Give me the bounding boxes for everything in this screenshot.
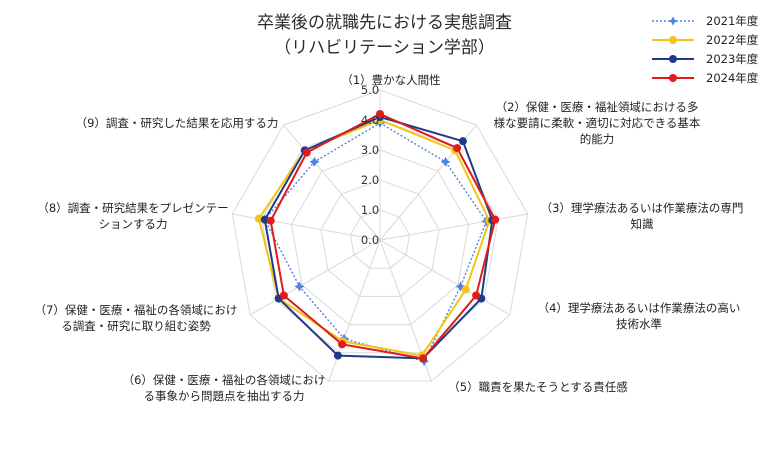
axis-label-8-line-1: （8）調査・研究結果をプレゼンテー <box>37 201 229 215</box>
axis-label-8-line-2: ションする力 <box>98 217 168 231</box>
axis-label-2: （2）保健・医療・福祉領域における多 様な要請に柔軟・適切に対応できる基本 的能力 <box>482 99 712 147</box>
legend-swatch-4 <box>652 74 694 82</box>
legend-label-2: 2022年度 <box>706 33 759 47</box>
legend: 2021年度 2022年度 2023年度 2024年度 <box>648 12 763 88</box>
axis-label-6-line-2: る事象から問題点を抽出する力 <box>143 389 305 403</box>
axis-label-6-line-1: （6）保健・医療・福祉の各領域におけ <box>122 373 326 387</box>
series-4-point-6 <box>338 340 347 349</box>
axis-spoke-8 <box>232 213 381 241</box>
axis-label-1-line-1: （1）豊かな人間性 <box>341 73 441 87</box>
series-1-point-7 <box>294 281 305 292</box>
series-line-2 <box>257 118 491 357</box>
axis-spoke-4 <box>379 239 511 316</box>
series-1-point-4 <box>455 281 466 292</box>
axis-label-7: （7）保健・医療・福祉の各領域におけ る調査・研究に取り組む姿勢 <box>16 302 256 334</box>
legend-swatch-2 <box>652 36 694 44</box>
axis-label-8: （8）調査・研究結果をプレゼンテー ションする力 <box>18 200 248 232</box>
series-4-point-1 <box>376 110 384 118</box>
axis-label-3-line-2: 知識 <box>630 217 654 231</box>
legend-swatch-3 <box>652 55 694 63</box>
series-2-point-8 <box>254 214 263 223</box>
radial-tick-3: 3.0 <box>361 143 379 157</box>
series-2-point-4 <box>461 285 470 294</box>
grid-ring-5 <box>231 89 529 382</box>
legend-marker-3 <box>669 55 677 63</box>
series-line-1 <box>263 122 488 363</box>
axis-label-3-line-1: （3）理学療法あるいは作業療法の専門 <box>540 201 744 215</box>
axis-label-4-line-2: 技術水準 <box>616 317 662 331</box>
axis-spoke-9 <box>283 124 381 241</box>
series-4-point-4 <box>472 291 481 300</box>
axis-label-5: （5）職責を果たそうとする責任感 <box>428 379 648 395</box>
axis-label-2-line-3: 的能力 <box>579 132 615 146</box>
grid-ring-3 <box>290 149 470 326</box>
series-line-4 <box>269 112 497 360</box>
axis-label-7-line-1: （7）保健・医療・福祉の各領域におけ <box>34 303 238 317</box>
legend-item-3: 2023年度 <box>648 50 763 69</box>
chart-title-line-2: （リハビリテーション学部） <box>274 38 495 58</box>
radial-tick-0: 0.0 <box>361 233 379 247</box>
legend-marker-2 <box>669 36 677 44</box>
radial-tick-2: 2.0 <box>361 173 379 187</box>
radial-tick-5: 5.0 <box>361 83 379 97</box>
series-4-point-7 <box>279 291 288 300</box>
axis-label-9: （9）調査・研究した結果を応用する力 <box>62 115 292 131</box>
legend-item-4: 2024年度 <box>648 69 763 88</box>
legend-label-1: 2021年度 <box>706 14 759 28</box>
axis-label-4-line-1: （4）理学療法あるいは作業療法の高い <box>537 301 741 315</box>
series-4-point-2 <box>453 144 462 153</box>
legend-item-1: 2021年度 <box>648 12 763 31</box>
series-3-point-8 <box>260 215 269 224</box>
series-4-point-8 <box>266 216 275 225</box>
axis-spoke-6 <box>328 239 381 382</box>
axis-label-2-line-2: 様な要請に柔軟・適切に対応できる基本 <box>493 116 701 130</box>
legend-label-4: 2024年度 <box>706 71 759 85</box>
series-line-3 <box>263 115 494 360</box>
legend-marker-4 <box>669 74 677 82</box>
series-1-point-9 <box>309 156 320 168</box>
axis-label-5-line-1: （5）職責を果たそうとする責任感 <box>448 380 628 394</box>
series-4-point-5 <box>419 354 428 363</box>
grid-ring-2 <box>320 179 440 297</box>
legend-marker-1 <box>668 16 678 26</box>
axis-spoke-7 <box>249 239 381 316</box>
axis-label-2-line-1: （2）保健・医療・福祉領域における多 <box>495 100 699 114</box>
axis-label-6: （6）保健・医療・福祉の各領域におけ る事象から問題点を抽出する力 <box>104 372 344 404</box>
axis-label-4: （4）理学療法あるいは作業療法の高い 技術水準 <box>519 300 759 332</box>
axis-spoke-2 <box>379 124 477 241</box>
legend-item-2: 2022年度 <box>648 31 763 50</box>
series-3-point-2 <box>458 137 467 146</box>
axis-spoke-3 <box>379 213 528 241</box>
grid-ring-1 <box>349 209 411 269</box>
series-1-point-2 <box>440 156 451 168</box>
axis-label-1: （1）豊かな人間性 <box>311 72 471 88</box>
series-4-point-9 <box>302 148 311 157</box>
axis-label-7-line-2: る調査・研究に取り組む姿勢 <box>61 319 211 333</box>
legend-swatch-1 <box>652 16 694 26</box>
chart-title-line-1: 卒業後の就職先における実態調査 <box>257 13 512 33</box>
axis-label-9-line-1: （9）調査・研究した結果を応用する力 <box>75 116 279 130</box>
axis-label-3: （3）理学療法あるいは作業療法の専門 知識 <box>522 200 762 232</box>
radial-tick-1: 1.0 <box>361 203 379 217</box>
series-4-point-3 <box>491 215 500 224</box>
series-3-point-6 <box>333 351 342 360</box>
radial-tick-4: 4.0 <box>361 113 379 127</box>
legend-label-3: 2023年度 <box>706 52 759 66</box>
